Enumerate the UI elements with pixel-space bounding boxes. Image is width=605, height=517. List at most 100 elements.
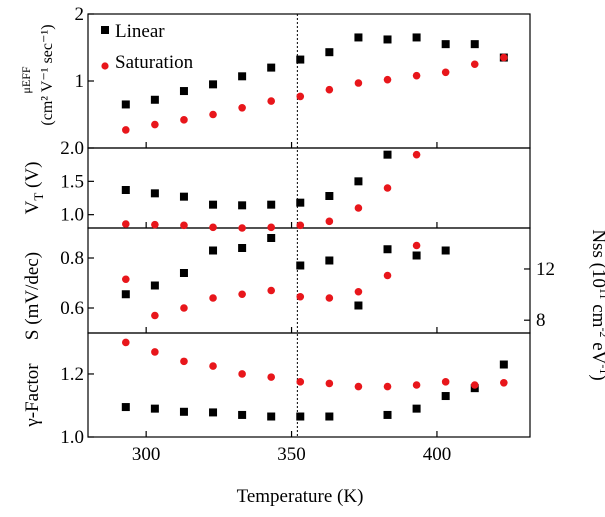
nss-label-sup3: -1 xyxy=(597,364,605,374)
legend-marker-saturation xyxy=(101,62,109,70)
threshold-point-saturation xyxy=(296,221,305,230)
subthreshold-point-saturation xyxy=(238,290,246,299)
mobility-point-saturation xyxy=(238,104,246,112)
subthreshold-point-saturation xyxy=(354,287,363,296)
nss-label-mid2: eV xyxy=(588,337,605,364)
gamma-point-saturation xyxy=(122,338,130,347)
nss-label-end: ) xyxy=(588,374,605,380)
threshold-point-saturation xyxy=(325,217,334,226)
subthreshold-point-saturation xyxy=(267,286,275,295)
x-tick-label: 300 xyxy=(132,444,161,465)
gamma-point-linear xyxy=(296,412,305,421)
threshold-ylabel-sub: T xyxy=(31,193,46,201)
mobility-point-saturation xyxy=(441,68,450,77)
threshold-point-saturation xyxy=(383,184,392,192)
subthreshold-point-linear xyxy=(209,246,218,255)
subthreshold-point-linear xyxy=(383,245,392,254)
nss-label-mid: cm xyxy=(588,299,605,327)
gamma-point-linear xyxy=(412,404,421,413)
legend-label-saturation: Saturation xyxy=(115,52,194,73)
mobility-point-linear xyxy=(267,63,276,72)
subthreshold-point-linear xyxy=(354,301,363,310)
gamma-point-linear xyxy=(150,404,159,413)
mobility-point-saturation xyxy=(209,110,217,119)
threshold-ytick-label: 2.0 xyxy=(60,138,84,159)
mobility-point-saturation xyxy=(325,85,334,94)
threshold-ylabel-rest: (V) xyxy=(22,162,43,193)
subthreshold-point-linear xyxy=(412,251,421,260)
panel-frame-threshold xyxy=(87,147,531,229)
subthreshold-point-linear xyxy=(238,244,247,252)
subthreshold-point-saturation xyxy=(296,292,305,301)
mobility-point-linear xyxy=(441,40,450,49)
threshold-point-linear xyxy=(296,198,305,207)
mobility-ylabel: μEFF (cm² V⁻¹ sec⁻¹) xyxy=(19,24,56,125)
mobility-point-saturation xyxy=(354,79,363,87)
gamma-point-linear xyxy=(441,392,450,401)
gamma-ylabel: γ-Factor xyxy=(22,363,43,428)
mobility-ylabel-top: μEFF xyxy=(19,66,33,93)
x-tick-label: 350 xyxy=(277,444,306,465)
mobility-point-linear xyxy=(354,33,363,42)
subthreshold-ylabel: S (mV/dec) xyxy=(22,252,43,340)
mobility-point-saturation xyxy=(267,97,275,105)
subthreshold-point-saturation xyxy=(412,241,421,250)
gamma-point-linear xyxy=(121,403,130,412)
gamma-point-linear xyxy=(209,408,218,417)
gamma-ytick-label: 1.2 xyxy=(60,364,84,385)
mobility-point-linear xyxy=(325,48,334,57)
gamma-point-saturation xyxy=(238,370,246,378)
subthreshold-point-linear xyxy=(296,261,305,270)
subthreshold-point-linear xyxy=(121,290,130,299)
gamma-point-saturation xyxy=(383,382,392,391)
threshold-ylabel-main: V xyxy=(22,200,43,214)
gamma-point-saturation xyxy=(354,382,363,391)
gamma-point-saturation xyxy=(500,378,508,387)
threshold-point-linear xyxy=(267,200,276,209)
mobility-point-linear xyxy=(238,72,247,81)
threshold-point-saturation xyxy=(209,223,217,232)
data-marks xyxy=(121,33,508,421)
legend-label-linear: Linear xyxy=(115,21,165,42)
subthreshold-point-linear xyxy=(441,246,450,255)
nss-label-sup1: 11 xyxy=(597,288,605,300)
threshold-point-linear xyxy=(121,186,130,194)
threshold-point-linear xyxy=(150,189,159,198)
subthreshold-point-linear xyxy=(325,256,334,265)
mobility-point-saturation xyxy=(412,71,421,80)
x-tick-label: 400 xyxy=(423,444,452,465)
gamma-point-saturation xyxy=(180,357,188,366)
mobility-point-linear xyxy=(383,35,392,44)
mobility-point-saturation xyxy=(296,92,305,101)
mobility-point-saturation xyxy=(470,60,479,69)
mobility-point-linear xyxy=(179,87,188,96)
mobility-ytick-label: 1 xyxy=(75,71,85,92)
subthreshold-point-linear xyxy=(179,269,188,277)
subthreshold-point-saturation xyxy=(180,304,188,312)
threshold-point-saturation xyxy=(354,204,363,212)
mobility-point-linear xyxy=(470,40,479,49)
threshold-ytick-label: 1.0 xyxy=(60,205,84,226)
threshold-point-linear xyxy=(383,150,392,159)
threshold-point-linear xyxy=(209,200,218,209)
panel-frames xyxy=(87,13,531,438)
subthreshold-point-saturation xyxy=(209,294,217,302)
gamma-point-saturation xyxy=(441,378,450,386)
subthreshold-ytick-label: 0.8 xyxy=(60,248,84,269)
legend-marker-linear xyxy=(101,26,109,34)
subthreshold-point-saturation xyxy=(325,294,334,302)
nss-ytick-label: 8 xyxy=(536,310,546,331)
threshold-point-saturation xyxy=(238,224,246,232)
threshold-point-saturation xyxy=(412,150,421,159)
mobility-point-linear xyxy=(150,95,159,104)
gamma-point-linear xyxy=(325,412,334,421)
threshold-point-linear xyxy=(354,177,363,186)
threshold-point-saturation xyxy=(180,221,188,230)
gamma-point-linear xyxy=(267,412,276,421)
mobility-point-linear xyxy=(412,33,421,42)
gamma-point-saturation xyxy=(470,381,479,389)
mobility-point-linear xyxy=(209,80,218,89)
mobility-point-linear xyxy=(296,55,305,64)
